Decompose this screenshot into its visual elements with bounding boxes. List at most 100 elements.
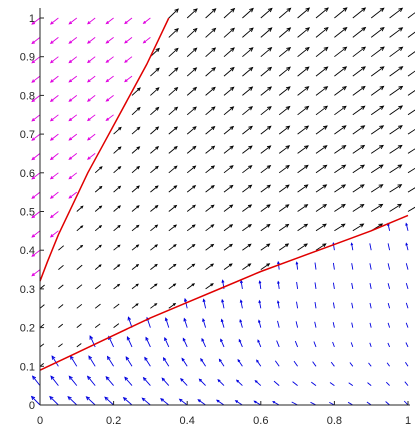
vector-arrow (315, 66, 329, 77)
vector-arrow (105, 37, 114, 44)
vector-arrow (150, 283, 158, 290)
vector-arrow (150, 244, 158, 251)
vector-arrow (334, 105, 347, 116)
vector-arrow (278, 27, 292, 38)
vector-arrow (405, 302, 409, 309)
vector-arrow (294, 340, 299, 348)
vector-arrow (277, 320, 280, 328)
vector-arrow (31, 191, 41, 199)
vector-arrow (334, 223, 346, 232)
vector-arrow (253, 400, 262, 406)
vector-arrow (297, 7, 311, 19)
vector-arrow (86, 375, 96, 386)
vector-arrow (142, 376, 151, 386)
vector-arrow (242, 184, 253, 193)
vector-arrow (31, 133, 41, 141)
vector-arrow (278, 223, 290, 232)
vector-arrow (205, 8, 217, 19)
vector-arrow (104, 396, 114, 406)
separatrix-curve-1 (39, 17, 170, 282)
vector-arrow (150, 165, 159, 174)
vector-arrow (186, 8, 198, 19)
vector-arrow (87, 133, 96, 141)
vector-arrow (278, 164, 290, 174)
vector-arrow (150, 87, 160, 96)
vector-arrow (205, 86, 216, 96)
vector-arrow (315, 46, 329, 58)
vector-arrow (125, 356, 133, 367)
vector-arrow (223, 86, 235, 96)
vector-arrow (168, 165, 178, 174)
vector-arrow (352, 223, 365, 232)
vector-arrow (297, 66, 310, 77)
vector-arrow (386, 362, 390, 367)
vector-arrow (131, 165, 141, 174)
vector-arrow (49, 191, 59, 199)
y-tick-label: 0.3 (20, 284, 35, 296)
vector-arrow (352, 26, 367, 38)
vector-arrow (68, 172, 78, 180)
vector-arrow (150, 224, 159, 232)
vector-arrow (186, 165, 197, 174)
vector-arrow (315, 243, 327, 251)
vector-arrow (352, 46, 367, 58)
vector-arrow (351, 322, 354, 328)
vector-arrow (260, 66, 273, 77)
vector-arrow (39, 343, 45, 348)
vector-arrow (334, 125, 347, 135)
vector-arrow (295, 321, 299, 328)
vector-arrow (370, 164, 384, 174)
vector-arrow (350, 342, 354, 348)
vector-arrow (403, 400, 409, 406)
vector-arrow (131, 224, 140, 232)
vector-arrow (205, 224, 215, 232)
vector-arrow (186, 86, 198, 96)
vector-arrow (30, 395, 41, 406)
vector-arrow (223, 7, 236, 19)
vector-arrow (186, 47, 198, 58)
vector-arrow (168, 145, 178, 154)
vector-arrow (260, 86, 273, 96)
vector-arrow (258, 299, 262, 309)
vector-arrow (31, 211, 41, 219)
vector-arrow (405, 222, 409, 231)
y-tick-label: 0.6 (20, 168, 35, 180)
vector-arrow (315, 27, 329, 38)
vector-arrow (242, 165, 253, 174)
vector-arrow (49, 95, 59, 103)
vector-arrow (370, 125, 385, 135)
vector-arrow (369, 322, 372, 328)
vector-arrow (407, 12, 415, 19)
vector-arrow (31, 269, 41, 277)
vector-arrow (369, 283, 372, 289)
vector-arrow (141, 397, 151, 406)
vector-arrow (31, 17, 41, 25)
vector-arrow (351, 263, 354, 270)
vector-arrow (242, 27, 254, 38)
vector-arrow (332, 302, 335, 309)
vector-arrow (297, 27, 311, 38)
vector-arrow (297, 164, 309, 174)
vector-arrow (205, 126, 216, 135)
vector-arrow (49, 56, 59, 64)
vector-arrow (94, 323, 101, 328)
vector-arrow (49, 75, 59, 83)
vector-arrow (407, 206, 415, 212)
vector-arrow (113, 126, 122, 135)
vector-arrow (334, 26, 348, 38)
vector-arrow (124, 56, 133, 63)
x-tick-label: 0.6 (253, 415, 268, 427)
vector-arrow (94, 244, 102, 251)
vector-arrow (49, 211, 59, 219)
x-tick-label: 0.8 (327, 415, 342, 427)
vector-arrow (86, 37, 96, 44)
vector-arrow (223, 204, 234, 212)
vector-arrow (168, 303, 177, 309)
y-tick-label: 0.7 (20, 129, 35, 141)
vector-arrow (223, 47, 235, 58)
vector-arrow (237, 358, 243, 367)
vector-arrow (293, 360, 298, 367)
vector-arrow (205, 67, 216, 77)
vector-arrow (278, 243, 290, 251)
vector-arrow (197, 399, 206, 406)
